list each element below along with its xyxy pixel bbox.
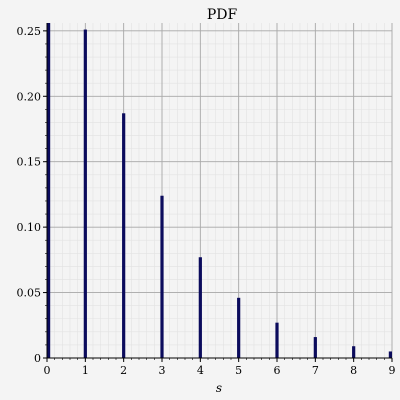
bar-s-2 [122,113,126,358]
y-tick-label: 0.25 [17,25,42,38]
x-tick-label: 5 [235,364,242,377]
x-tick-label: 7 [312,364,319,377]
axes [43,23,393,362]
bar-s-9 [388,351,392,358]
chart-title: PDF [207,7,238,23]
x-tick-label: 3 [159,364,166,377]
bar-s-3 [160,195,164,358]
x-tick-label: 4 [197,364,204,377]
bars [47,23,392,358]
x-tick-label: 8 [350,364,357,377]
bar-s-1 [83,29,87,358]
y-tick-label: 0.20 [17,90,42,103]
x-tick-label: 6 [274,364,281,377]
y-tick-label: 0 [34,352,41,365]
y-tick-labels: 0 0.05 0.10 0.15 0.20 0.25 [17,25,42,365]
bar-s-7 [313,337,317,358]
bar-s-5 [237,297,241,358]
grid [46,23,393,359]
y-tick-label: 0.05 [17,287,42,300]
y-tick-label: 0.10 [17,221,42,234]
bar-s-8 [352,346,356,358]
bar-s-6 [275,322,279,358]
bar-s-4 [198,257,202,358]
x-tick-label: 0 [44,364,51,377]
y-tick-label: 0.15 [17,156,42,169]
x-tick-labels: 0 1 2 3 4 5 6 7 8 9 [44,364,396,377]
plot-background [47,23,392,358]
bar-s-0 [47,23,51,358]
x-tick-label: 2 [120,364,127,377]
x-tick-label: 1 [82,364,89,377]
x-axis-label: s [216,381,222,395]
x-tick-label: 9 [389,364,396,377]
